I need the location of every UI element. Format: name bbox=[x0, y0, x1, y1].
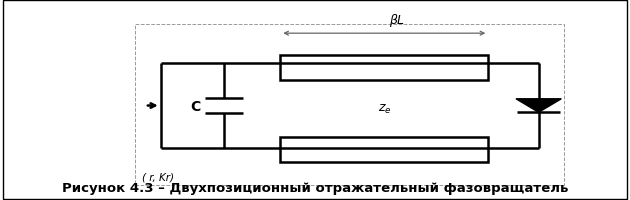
Polygon shape bbox=[516, 99, 561, 113]
Text: $z_{\mathit{e}}$: $z_{\mathit{e}}$ bbox=[377, 102, 391, 116]
Bar bbox=[280, 56, 488, 81]
Bar bbox=[135, 25, 564, 185]
Text: C: C bbox=[190, 99, 200, 113]
Text: $\beta L$: $\beta L$ bbox=[389, 12, 405, 28]
Text: Рисунок 4.3 – Двухпозиционный отражательный фазовращатель: Рисунок 4.3 – Двухпозиционный отражатель… bbox=[62, 181, 568, 194]
Text: ( r, Kr): ( r, Kr) bbox=[142, 172, 174, 182]
Bar bbox=[280, 137, 488, 162]
